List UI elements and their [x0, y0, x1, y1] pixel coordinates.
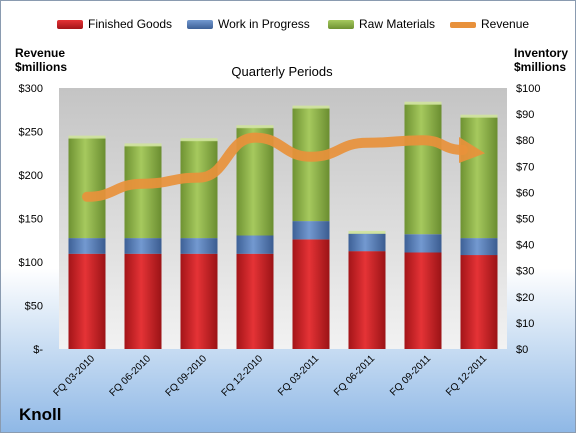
legend-finished-goods: Finished Goods: [57, 17, 172, 31]
company-name: Knoll: [19, 405, 62, 424]
bar-raw-materials-fq-09-2011: [404, 103, 442, 235]
legend-swatch-work-in-progress: [187, 20, 213, 30]
legend-work-in-progress: Work in Progress: [187, 17, 310, 31]
bar-raw-materials-fq-03-2011: [292, 107, 330, 222]
bar-finished-goods-fq-09-2011: [404, 252, 442, 349]
legend-swatch-finished-goods: [57, 20, 83, 30]
x-tick-label-fq-06-2010: FQ 06-2010: [108, 353, 154, 399]
left-axis-title: Revenue $millions: [15, 46, 67, 74]
x-tick-label-fq-09-2011: FQ 09-2011: [388, 353, 433, 398]
x-tick-label-fq-09-2010: FQ 09-2010: [164, 353, 210, 399]
left-tick-label: $50: [25, 301, 43, 313]
left-tick-label: $250: [19, 127, 43, 139]
bar-cap-fq-12-2011: [460, 114, 498, 118]
bar-cap-fq-09-2011: [404, 101, 442, 105]
right-axis-title-line2: $millions: [514, 60, 567, 74]
legend-label-raw-materials: Raw Materials: [359, 17, 436, 31]
bar-cap-fq-12-2010: [236, 125, 274, 129]
bar-work-in-progress-fq-03-2010: [68, 238, 106, 254]
x-tick-label-fq-06-2011: FQ 06-2011: [332, 353, 377, 398]
bar-finished-goods-fq-12-2010: [236, 253, 274, 349]
right-tick-label: $20: [516, 292, 534, 304]
right-tick-label: $30: [516, 266, 534, 278]
right-tick-label: $90: [516, 109, 534, 121]
left-tick-label: $100: [19, 257, 43, 269]
legend-swatch-raw-materials: [328, 20, 354, 30]
legend-label-work-in-progress: Work in Progress: [218, 17, 310, 31]
bar-work-in-progress-fq-09-2011: [404, 234, 442, 253]
bar-finished-goods-fq-03-2010: [68, 253, 106, 349]
bar-cap-fq-06-2011: [348, 230, 386, 234]
legend-revenue: Revenue: [450, 17, 529, 31]
right-axis-title-line1: Inventory: [514, 46, 569, 60]
bar-cap-fq-03-2010: [68, 135, 106, 139]
bar-work-in-progress-fq-06-2011: [348, 232, 386, 252]
bar-cap-fq-09-2010: [180, 138, 218, 142]
bar-finished-goods-fq-03-2011: [292, 239, 330, 349]
bar-raw-materials-fq-03-2010: [68, 137, 106, 239]
bar-cap-fq-06-2010: [124, 143, 162, 147]
right-tick-label: $100: [516, 83, 540, 95]
left-tick-label: $150: [19, 214, 43, 226]
right-tick-label: $0: [516, 344, 528, 356]
chart-title: Quarterly Periods: [231, 64, 333, 79]
right-tick-label: $60: [516, 187, 534, 199]
right-tick-label: $10: [516, 318, 534, 330]
right-tick-label: $40: [516, 240, 534, 252]
revenue-arrow-head: [459, 137, 485, 163]
bar-work-in-progress-fq-03-2011: [292, 221, 330, 240]
right-axis-title: Inventory $millions: [514, 46, 568, 74]
series-line-revenue: [82, 132, 468, 202]
bar-work-in-progress-fq-12-2011: [460, 238, 498, 256]
legend-swatch-revenue: [450, 21, 476, 28]
bar-finished-goods-fq-12-2011: [460, 255, 498, 349]
bar-work-in-progress-fq-06-2010: [124, 238, 162, 254]
left-tick-label: $300: [19, 83, 43, 95]
x-tick-label-fq-03-2010: FQ 03-2010: [52, 353, 98, 399]
left-axis-title-line2: $millions: [15, 60, 68, 74]
bar-work-in-progress-fq-12-2010: [236, 235, 274, 254]
left-tick-label: $-: [33, 344, 43, 356]
legend-raw-materials: Raw Materials: [328, 17, 435, 31]
bar-work-in-progress-fq-09-2010: [180, 238, 218, 254]
left-axis-title-line1: Revenue: [15, 46, 66, 60]
x-tick-label-fq-12-2010: FQ 12-2010: [220, 353, 266, 399]
bar-raw-materials-fq-06-2010: [124, 145, 162, 239]
left-tick-label: $200: [19, 170, 43, 182]
x-tick-label-fq-03-2011: FQ 03-2011: [276, 353, 321, 398]
legend-label-revenue: Revenue: [481, 17, 530, 31]
bar-raw-materials-fq-09-2010: [180, 140, 218, 239]
right-tick-label: $80: [516, 135, 534, 147]
bar-finished-goods-fq-09-2010: [180, 253, 218, 349]
x-tick-label-fq-12-2011: FQ 12-2011: [444, 353, 489, 398]
right-tick-label: $50: [516, 214, 534, 226]
bar-cap-fq-03-2011: [292, 105, 330, 109]
bar-raw-materials-fq-12-2011: [460, 116, 498, 239]
right-tick-label: $70: [516, 161, 534, 173]
bar-finished-goods-fq-06-2010: [124, 253, 162, 349]
bar-finished-goods-fq-06-2011: [348, 251, 386, 349]
legend-label-finished-goods: Finished Goods: [88, 17, 173, 31]
